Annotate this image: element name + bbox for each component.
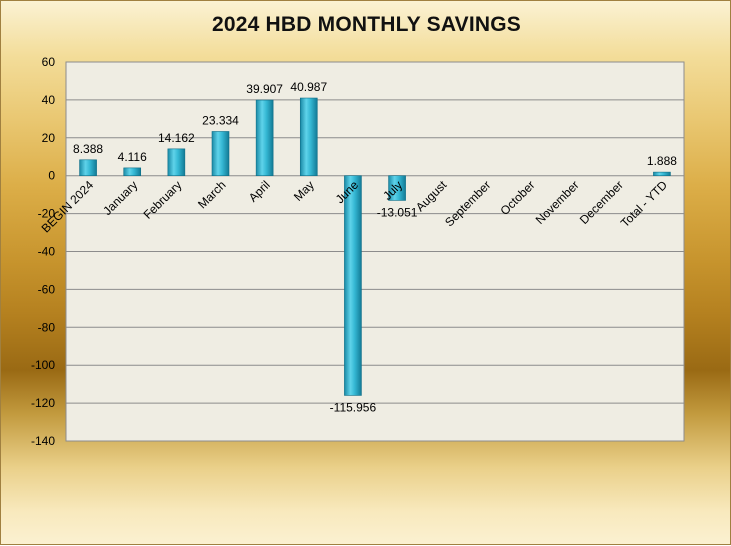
bars [79, 97, 671, 396]
bar [211, 131, 230, 177]
data-label: 1.888 [647, 154, 677, 168]
bar [79, 159, 97, 176]
bar [344, 175, 362, 396]
y-tick-label: 0 [48, 169, 55, 183]
y-tick-label: -100 [31, 358, 55, 372]
y-tick-label: -80 [38, 320, 56, 334]
data-labels: 8.388 4.116 14.162 23.334 39.907 40.987 -115.9… [73, 80, 677, 414]
chart-title: 2024 HBD MONTHLY SAVINGS [212, 13, 521, 36]
data-label: -13.051 [377, 205, 418, 219]
bar [653, 171, 671, 176]
bar [123, 167, 142, 176]
y-tick-label: 40 [42, 93, 56, 107]
bar [299, 97, 318, 176]
data-label: 39.907 [246, 82, 283, 96]
y-tick-label: 60 [42, 55, 56, 69]
bar [255, 99, 274, 176]
y-tick-label: -40 [38, 245, 56, 259]
y-tick-label: 20 [42, 131, 56, 145]
data-label: 14.162 [158, 131, 195, 145]
bar [388, 175, 406, 201]
data-label: 4.116 [118, 150, 147, 164]
bar [167, 148, 186, 176]
y-tick-label: -60 [38, 282, 56, 296]
data-label: 23.334 [202, 113, 239, 127]
y-tick-label: -20 [38, 207, 56, 221]
gridlines [66, 99, 684, 404]
data-label: 40.987 [290, 80, 327, 94]
y-tick-label: -120 [31, 396, 55, 410]
data-label: -115.956 [330, 400, 377, 414]
y-tick-label: -140 [31, 434, 55, 448]
y-axis-ticks: 60 40 20 0 -20 -40 -60 -80 -100 -120 -140 [31, 55, 55, 448]
data-label: 8.388 [73, 142, 103, 156]
